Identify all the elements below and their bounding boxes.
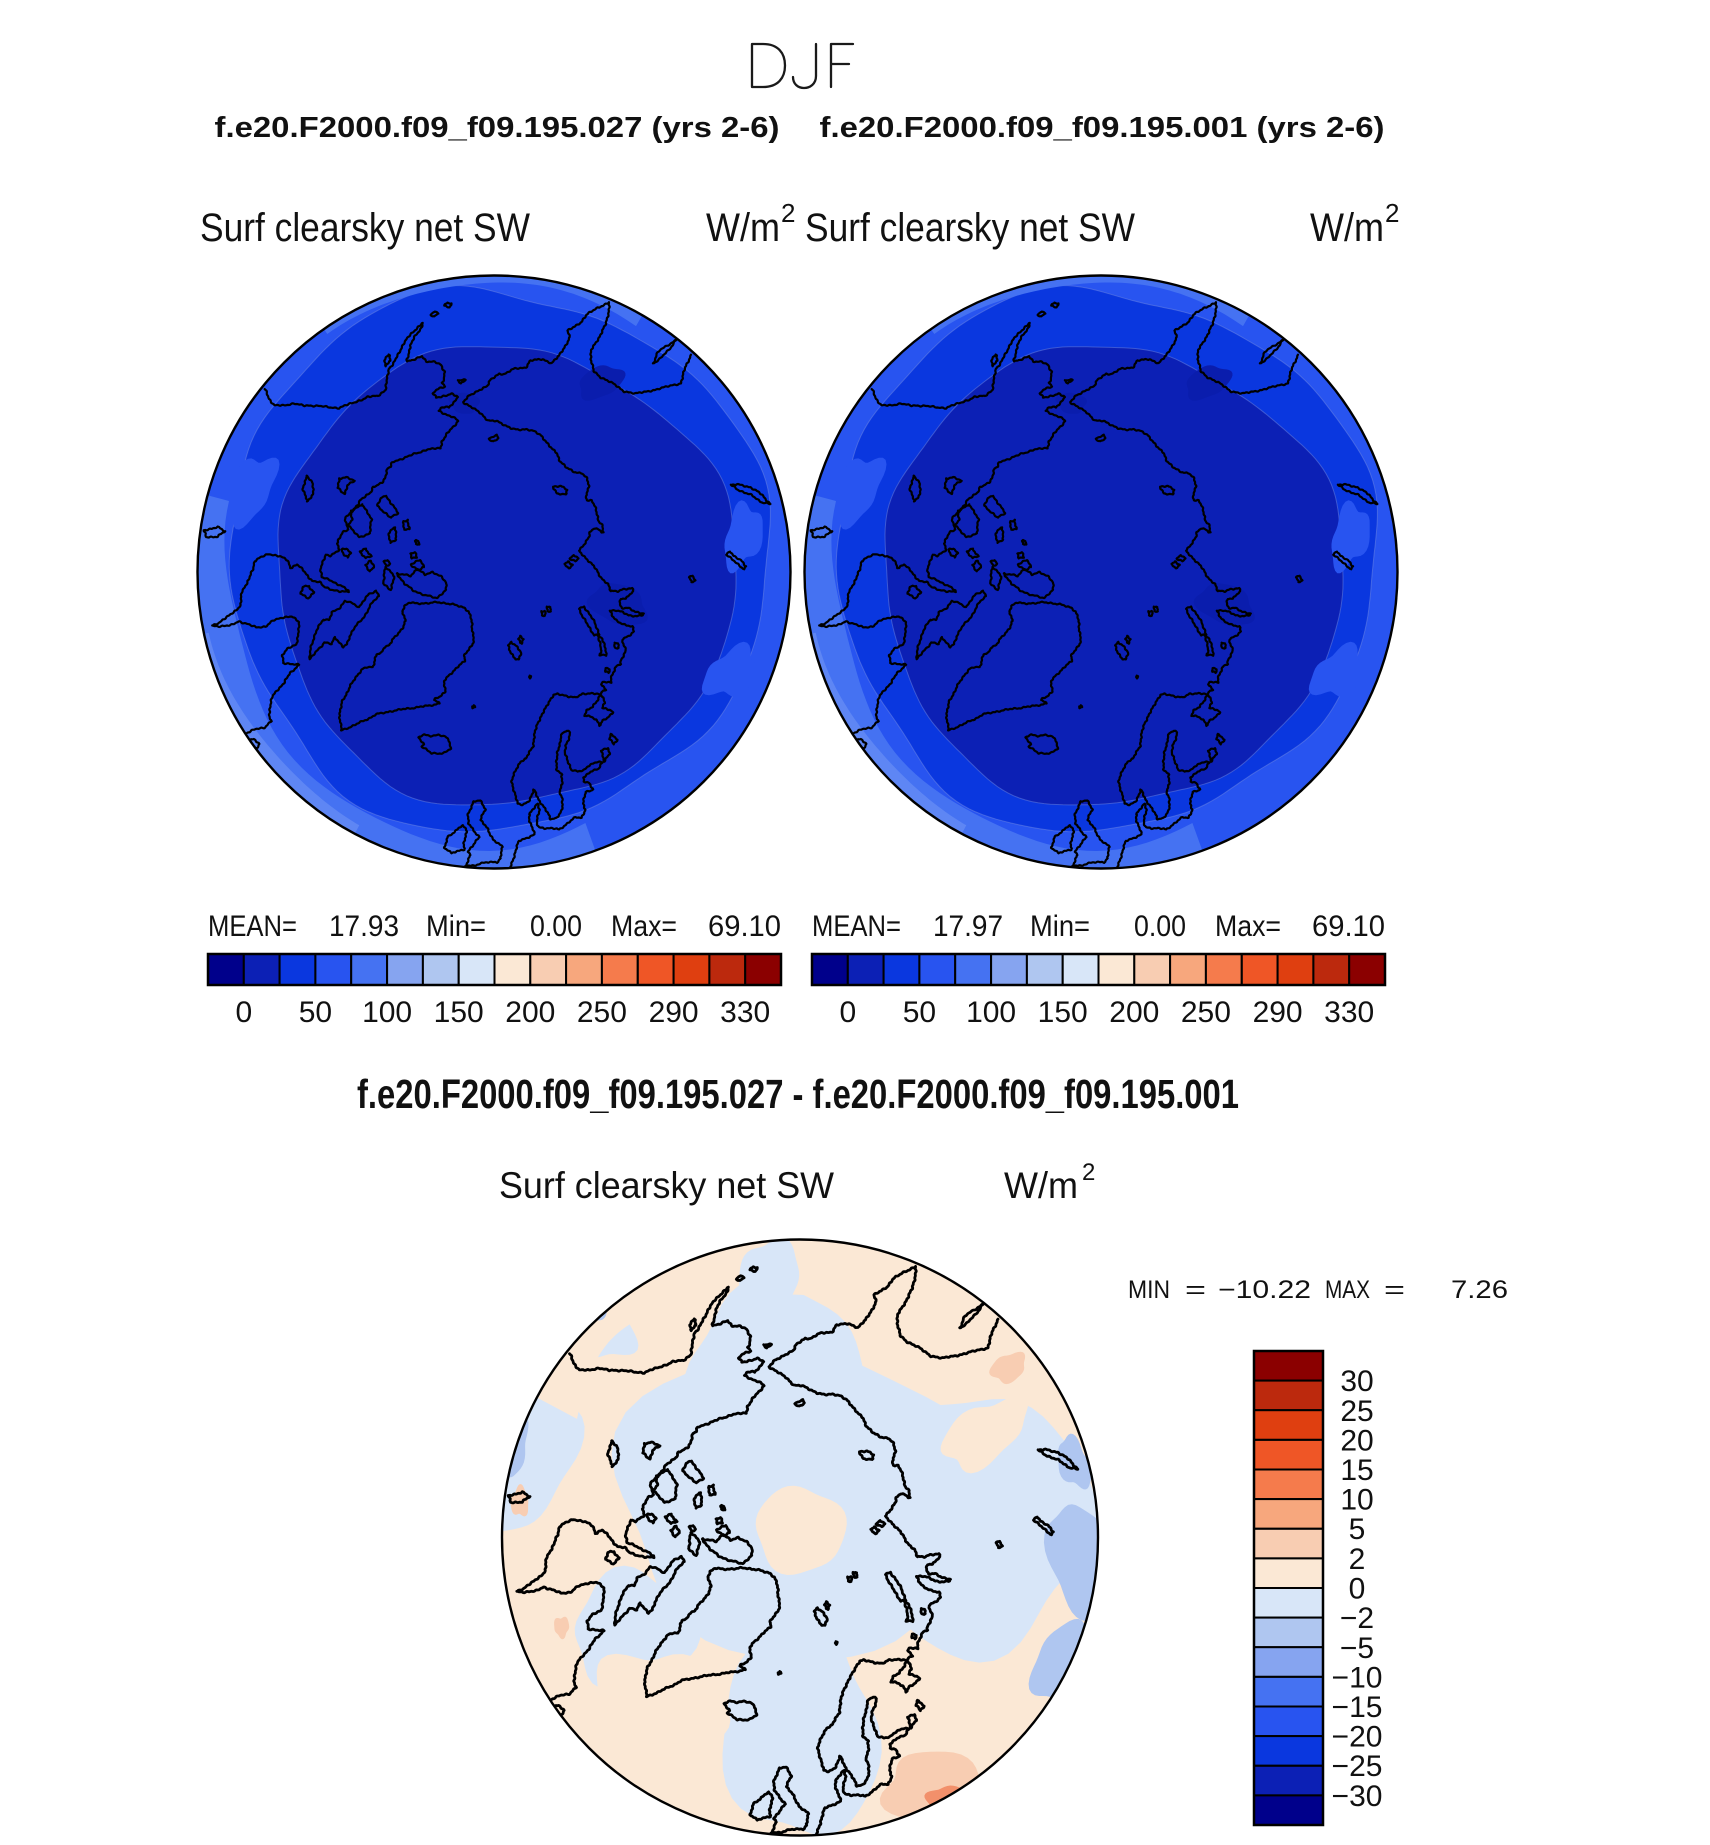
svg-text:150: 150 (434, 996, 484, 1029)
svg-text:Surf clearsky net SW: Surf clearsky net SW (200, 206, 530, 250)
svg-text:W/m: W/m (706, 206, 780, 250)
svg-text:0: 0 (235, 996, 252, 1029)
svg-text:5: 5 (1349, 1513, 1366, 1546)
svg-text:f.e20.F2000.f09_f09.195.027 -: f.e20.F2000.f09_f09.195.027 - f.e20.F200… (357, 1071, 1239, 1117)
svg-text:150: 150 (1038, 996, 1088, 1029)
svg-text:25: 25 (1340, 1395, 1373, 1428)
svg-text:−25: −25 (1332, 1750, 1383, 1783)
svg-text:30: 30 (1340, 1365, 1373, 1398)
svg-text:330: 330 (720, 996, 770, 1029)
svg-text:290: 290 (1253, 996, 1303, 1029)
svg-text:W/m: W/m (1310, 206, 1384, 250)
svg-text:f.e20.F2000.f09_f09.195.027 (y: f.e20.F2000.f09_f09.195.027 (yrs 2-6) (215, 112, 780, 144)
svg-text:20: 20 (1340, 1424, 1373, 1457)
svg-text:Surf clearsky net SW: Surf clearsky net SW (805, 206, 1135, 250)
svg-text:50: 50 (903, 996, 936, 1029)
svg-text:2: 2 (1349, 1543, 1366, 1576)
svg-text:10: 10 (1340, 1484, 1373, 1517)
svg-text:0: 0 (1349, 1573, 1366, 1606)
svg-text:0: 0 (839, 996, 856, 1029)
svg-text:250: 250 (1181, 996, 1231, 1029)
svg-text:100: 100 (966, 996, 1016, 1029)
svg-text:MAX: MAX (1325, 1276, 1370, 1304)
svg-text:200: 200 (505, 996, 555, 1029)
svg-text:−2: −2 (1340, 1602, 1374, 1635)
svg-text:−30: −30 (1332, 1780, 1383, 1813)
svg-text:MEAN=: MEAN= (208, 910, 297, 943)
svg-text:330: 330 (1324, 996, 1374, 1029)
svg-text:W/m: W/m (1004, 1165, 1078, 1206)
svg-text:−5: −5 (1340, 1632, 1374, 1665)
svg-text:100: 100 (362, 996, 412, 1029)
svg-text:Surf clearsky net SW: Surf clearsky net SW (499, 1165, 834, 1206)
svg-text:69.10: 69.10 (708, 910, 781, 943)
svg-text:−10: −10 (1332, 1661, 1383, 1694)
svg-text:−15: −15 (1332, 1691, 1383, 1724)
svg-text:250: 250 (577, 996, 627, 1029)
svg-text:f.e20.F2000.f09_f09.195.001 (y: f.e20.F2000.f09_f09.195.001 (yrs 2-6) (820, 112, 1385, 144)
svg-text:17.93: 17.93 (329, 910, 399, 943)
svg-text:2: 2 (1385, 198, 1399, 228)
svg-text:Min=: Min= (1030, 910, 1090, 943)
svg-text:69.10: 69.10 (1312, 910, 1385, 943)
svg-text:MEAN=: MEAN= (812, 910, 901, 943)
svg-text:0.00: 0.00 (530, 910, 582, 943)
svg-text:7.26: 7.26 (1451, 1276, 1508, 1304)
svg-text:15: 15 (1340, 1454, 1373, 1487)
svg-text:50: 50 (299, 996, 332, 1029)
svg-text:Min=: Min= (426, 910, 486, 943)
svg-text:2: 2 (781, 198, 795, 228)
svg-text:−10.22: −10.22 (1218, 1276, 1311, 1304)
svg-text:0.00: 0.00 (1134, 910, 1186, 943)
svg-text:−20: −20 (1332, 1721, 1383, 1754)
svg-text:=: = (1384, 1276, 1405, 1304)
svg-text:290: 290 (649, 996, 699, 1029)
svg-text:=: = (1185, 1276, 1206, 1304)
svg-text:17.97: 17.97 (933, 910, 1003, 943)
svg-text:MIN: MIN (1128, 1276, 1170, 1304)
svg-text:2: 2 (1082, 1159, 1095, 1186)
svg-text:Max=: Max= (1215, 910, 1281, 943)
svg-text:Max=: Max= (611, 910, 677, 943)
svg-text:200: 200 (1109, 996, 1159, 1029)
